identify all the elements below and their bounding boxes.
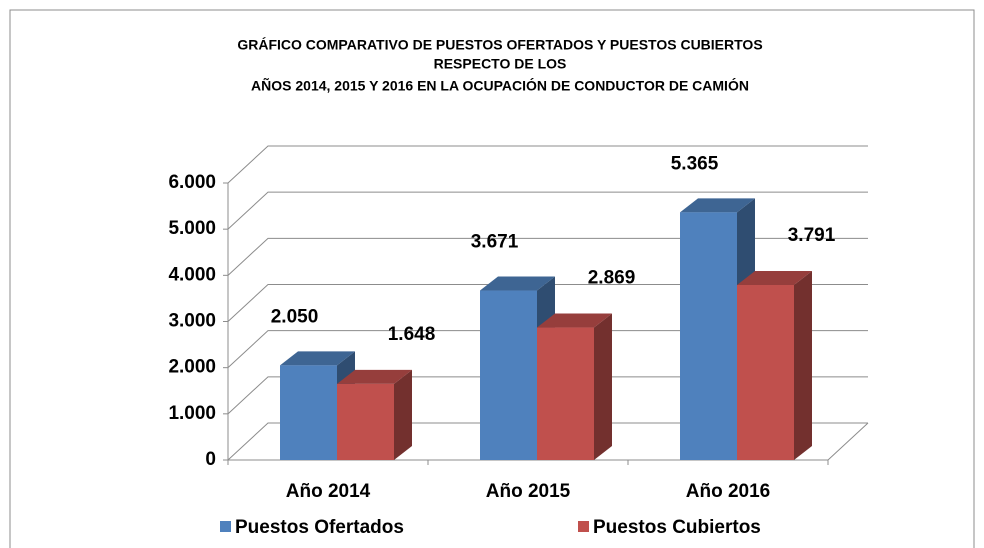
grid-line bbox=[227, 284, 868, 322]
grid-line bbox=[227, 191, 868, 230]
bar-top bbox=[337, 369, 412, 384]
bar-side bbox=[794, 270, 812, 460]
value-label: 2.050 bbox=[271, 306, 319, 327]
y-tick-label: 0 bbox=[205, 449, 216, 470]
value-label: 1.648 bbox=[388, 324, 436, 345]
grid-line bbox=[227, 376, 868, 415]
y-tick-label: 1.000 bbox=[168, 403, 216, 424]
chart-title: GRÁFICO COMPARATIVO DE PUESTOS OFERTADOS… bbox=[237, 37, 762, 53]
bar-top bbox=[680, 198, 755, 213]
legend-label: Puestos Ofertados bbox=[235, 517, 404, 538]
legend-label: Puestos Cubiertos bbox=[593, 517, 761, 538]
bar-top bbox=[480, 276, 555, 291]
chart-title: AÑOS 2014, 2015 Y 2016 EN LA OCUPACIÓN D… bbox=[251, 77, 749, 94]
bar bbox=[337, 383, 394, 460]
grid-line bbox=[227, 330, 868, 369]
y-tick-label: 4.000 bbox=[168, 264, 216, 285]
grid-line bbox=[227, 237, 868, 276]
value-label: 2.869 bbox=[588, 268, 636, 289]
bar-top bbox=[737, 270, 812, 285]
bar bbox=[480, 290, 537, 460]
bar bbox=[680, 212, 737, 460]
y-tick-label: 2.000 bbox=[168, 357, 216, 378]
bar-top bbox=[280, 351, 355, 366]
x-tick-label: Año 2015 bbox=[486, 481, 571, 502]
bar bbox=[537, 327, 594, 460]
x-tick-label: Año 2016 bbox=[686, 481, 770, 502]
chart-title: RESPECTO DE LOS bbox=[434, 56, 567, 72]
x-tick-label: Año 2014 bbox=[286, 481, 371, 502]
legend-swatch bbox=[578, 521, 589, 532]
value-label: 5.365 bbox=[671, 153, 719, 174]
grid-line bbox=[227, 422, 868, 461]
bar bbox=[737, 284, 794, 460]
bar-side bbox=[594, 313, 612, 460]
grid-line bbox=[227, 145, 868, 184]
value-label: 3.791 bbox=[788, 225, 836, 246]
y-tick-label: 3.000 bbox=[168, 311, 216, 332]
bar-top bbox=[537, 313, 612, 328]
value-label: 3.671 bbox=[471, 232, 519, 253]
bar bbox=[280, 365, 337, 460]
bar-side bbox=[394, 369, 412, 460]
y-tick-label: 6.000 bbox=[168, 172, 216, 193]
legend-swatch bbox=[220, 521, 231, 532]
y-tick-label: 5.000 bbox=[168, 218, 216, 239]
